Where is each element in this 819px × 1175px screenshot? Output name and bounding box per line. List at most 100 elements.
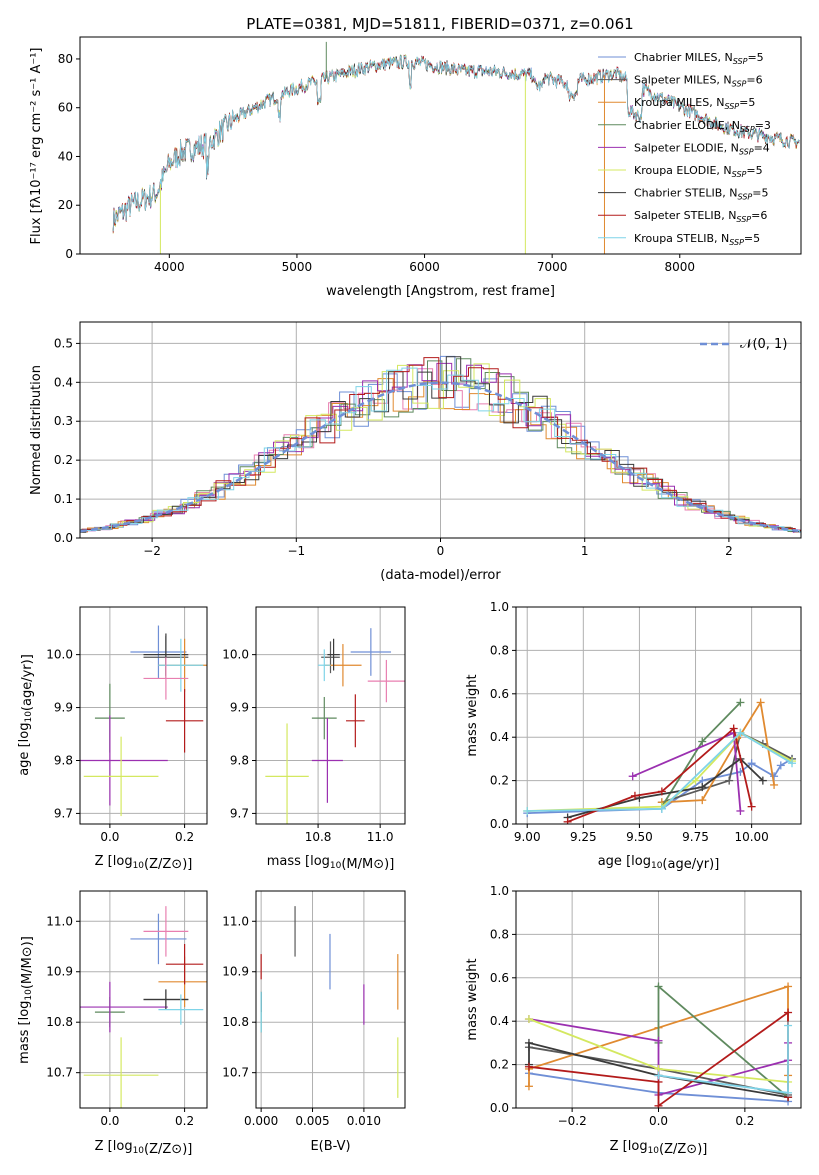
y-tick-label: 11.0 — [46, 914, 73, 928]
mass-weight-line — [528, 1041, 789, 1099]
x-tick-label: 0.010 — [347, 1114, 381, 1128]
plot-area — [516, 891, 801, 1108]
y-tick-label: 60 — [58, 101, 73, 115]
y-tick-label: 0.8 — [490, 927, 509, 941]
x-tick-label: 4000 — [154, 260, 185, 274]
y-axis-label: mass weight — [465, 958, 480, 1040]
y-tick-label: 80 — [58, 52, 73, 66]
legend-label: Chabrier STELIB, NSSP=5 — [634, 187, 768, 202]
y-tick-label: 1.0 — [490, 884, 509, 898]
plot-area — [112, 41, 800, 254]
x-tick-label: 0 — [437, 544, 445, 558]
histogram-step — [80, 362, 801, 533]
y-tick-label: 9.7 — [230, 806, 249, 820]
normal-curve — [80, 381, 799, 533]
panel-mass_vs_Z: 0.0 0.2 10.7 10.8 10.9 11.0 Z [log10(Z/Z⊙)] mas… — [17, 890, 208, 1157]
y-tick-label: 10.8 — [46, 1015, 73, 1029]
x-axis-label: mass [log10(M/M⊙)] — [267, 854, 395, 872]
x-tick-label: 8000 — [664, 260, 695, 274]
axes-frame — [515, 890, 802, 1109]
x-tick-label: 9.50 — [626, 830, 653, 844]
x-tick-label: 0.005 — [295, 1114, 329, 1128]
x-tick-label: −1 — [287, 544, 305, 558]
x-tick-label: 9.00 — [514, 830, 541, 844]
panel-mass_vs_EBV: 0.000 0.005 0.010 10.7 10.8 10.9 11.0 E(B-V) — [222, 890, 406, 1154]
spectrum-line — [112, 55, 800, 232]
figure-title: PLATE=0381, MJD=51811, FIBERID=0371, z=0… — [246, 15, 633, 33]
x-tick-label: 10.00 — [734, 830, 768, 844]
y-tick-label: 9.9 — [54, 701, 73, 715]
y-tick-label: 1.0 — [490, 600, 509, 614]
panel-mass_weight_vs_Z: −0.2 0.0 0.2 0.0 0.2 0.4 0.6 0.8 1.0 Z [log10(Z/Z… — [465, 884, 802, 1157]
y-tick-label: 10.0 — [222, 648, 249, 662]
y-tick-label: 0.2 — [490, 1058, 509, 1072]
x-tick-label: 0.0 — [649, 1114, 668, 1128]
y-axis-label: mass weight — [465, 674, 480, 756]
axes-frame — [79, 36, 802, 255]
panel-spectrum: 4000 5000 6000 7000 8000 0 20 40 60 80 wavelength … — [29, 36, 802, 299]
y-tick-label: 11.0 — [222, 914, 249, 928]
x-tick-label: 1 — [581, 544, 589, 558]
axes-frame — [79, 321, 802, 539]
y-tick-label: 40 — [58, 149, 73, 163]
legend-label: Kroupa STELIB, NSSP=5 — [634, 232, 760, 247]
axes-frame — [255, 890, 406, 1109]
y-tick-label: 0.4 — [490, 1014, 509, 1028]
axes-frame — [255, 606, 406, 825]
y-axis-label: mass [log10(M/M⊙)] — [17, 936, 35, 1064]
x-tick-label: 7000 — [537, 260, 568, 274]
x-tick-label: 9.25 — [570, 830, 597, 844]
y-axis-label: Flux [fλ10⁻¹⁷ erg cm⁻² s⁻¹ A⁻¹] — [29, 48, 44, 245]
x-tick-label: 0.2 — [175, 830, 194, 844]
plot-area — [80, 322, 801, 538]
legend-label: 𝒩(0, 1) — [740, 337, 787, 352]
y-tick-label: 9.8 — [54, 753, 73, 767]
y-tick-label: 0.4 — [490, 730, 509, 744]
y-tick-label: 10.9 — [46, 965, 73, 979]
legend-label: Kroupa ELODIE, NSSP=5 — [634, 164, 763, 179]
x-tick-label: 9.75 — [682, 830, 709, 844]
y-tick-label: 10.0 — [46, 648, 73, 662]
y-tick-label: 0.2 — [490, 774, 509, 788]
plot-area — [516, 607, 801, 824]
y-tick-label: 0.6 — [490, 971, 509, 985]
y-tick-label: 10.7 — [46, 1066, 73, 1080]
y-tick-label: 0.2 — [54, 453, 73, 467]
x-tick-label: 0.000 — [244, 1114, 278, 1128]
y-axis-label: age [log10(age/yr)] — [17, 654, 35, 776]
panel-residuals: −2 −1 0 1 2 0.0 0.1 0.2 0.3 0.4 0.5 (data-model)/er… — [29, 321, 802, 583]
legend-label: Salpeter ELODIE, NSSP=4 — [634, 141, 770, 156]
x-tick-label: 6000 — [409, 260, 440, 274]
axes-frame — [79, 890, 208, 1109]
x-tick-label: 11.0 — [367, 830, 394, 844]
y-tick-label: 0.4 — [54, 375, 73, 389]
x-tick-label: −2 — [143, 544, 161, 558]
x-axis-label: Z [log10(Z/Z⊙)] — [95, 1139, 193, 1157]
panel-age_vs_Z: 0.0 0.2 9.7 9.8 9.9 10.0 Z [log10(Z/Z⊙)] age [l… — [17, 606, 208, 872]
panel-mass_weight_vs_age: 9.00 9.25 9.50 9.75 10.00 0.0 0.2 0.4 0.6 0.8 1.0 a… — [465, 600, 802, 872]
x-axis-label: wavelength [Angstrom, rest frame] — [326, 284, 555, 299]
axes-frame — [515, 606, 802, 825]
x-tick-label: 0.2 — [175, 1114, 194, 1128]
y-tick-label: 0.3 — [54, 414, 73, 428]
legend-label: Kroupa MILES, NSSP=5 — [634, 96, 755, 111]
x-tick-label: −0.2 — [558, 1114, 587, 1128]
plot-area — [256, 891, 405, 1108]
x-axis-label: Z [log10(Z/Z⊙)] — [610, 1139, 708, 1157]
y-tick-label: 9.7 — [54, 806, 73, 820]
y-tick-label: 0.6 — [490, 687, 509, 701]
x-axis-label: E(B-V) — [310, 1139, 350, 1154]
y-tick-label: 10.9 — [222, 965, 249, 979]
y-tick-label: 0 — [65, 247, 73, 261]
x-axis-label: Z [log10(Z/Z⊙)] — [95, 854, 193, 872]
y-tick-label: 9.9 — [230, 701, 249, 715]
y-tick-label: 0.1 — [54, 492, 73, 506]
mass-weight-line — [527, 731, 793, 812]
mass-weight-line — [661, 699, 775, 804]
legend-label: Chabrier ELODIE, NSSP=3 — [634, 119, 771, 134]
plot-area — [80, 607, 207, 824]
x-tick-label: 0.0 — [100, 1114, 119, 1128]
y-tick-label: 0.8 — [490, 643, 509, 657]
